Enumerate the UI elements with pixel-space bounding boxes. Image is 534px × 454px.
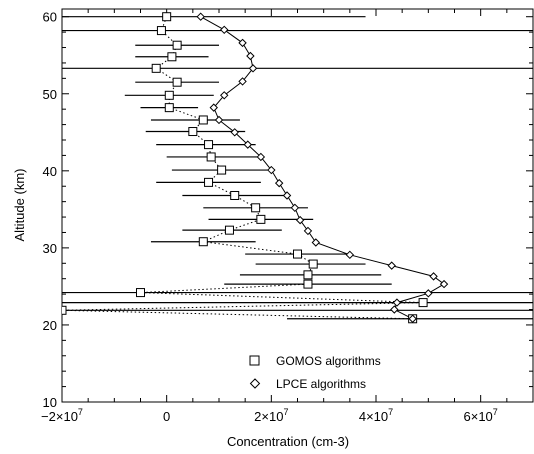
lpce-point-marker xyxy=(220,91,229,100)
gomos-point-marker xyxy=(418,298,428,308)
series-markers xyxy=(62,12,449,324)
lpce-point-marker xyxy=(238,77,247,86)
gomos-point-marker xyxy=(167,52,177,62)
lpce-point-marker xyxy=(238,38,247,48)
x-axis: −2×107 0 2×107 4×107 6×107 xyxy=(41,9,534,424)
gomos-error-bars xyxy=(62,16,533,320)
gomos-point-marker xyxy=(303,270,313,280)
lpce-point-marker xyxy=(408,314,417,323)
lpce-point-marker xyxy=(424,289,433,298)
lpce-point-marker xyxy=(390,305,399,314)
lpce-point-marker xyxy=(246,51,255,61)
series-lines xyxy=(62,16,445,320)
y-tick-label: 20 xyxy=(43,318,57,333)
gomos-point-marker xyxy=(136,288,145,298)
lpce-point-marker xyxy=(387,261,396,270)
lpce-point-marker xyxy=(311,238,321,247)
gomos-point-marker xyxy=(308,259,318,269)
lpce-point-marker xyxy=(220,25,229,35)
gomos-point-marker xyxy=(198,115,208,125)
gomos-point-marker xyxy=(188,127,198,137)
y-tick-label: 50 xyxy=(43,87,57,102)
gomos-point-marker xyxy=(251,203,261,213)
gomos-point-marker xyxy=(204,177,214,187)
y-tick-label: 40 xyxy=(43,164,57,179)
x-tick-label: 4×107 xyxy=(359,407,393,424)
x-tick-label: −2×107 xyxy=(41,407,83,424)
legend-label-gomos: GOMOS algorithms xyxy=(276,354,381,368)
lpce-point-marker xyxy=(439,279,449,289)
gomos-point-marker xyxy=(172,77,182,87)
gomos-point-marker xyxy=(230,190,240,200)
y-tick-label: 60 xyxy=(43,10,57,25)
gomos-point-marker xyxy=(164,90,174,100)
gomos-point-marker xyxy=(303,279,313,289)
gomos-point-marker xyxy=(293,249,302,259)
gomos-series-line xyxy=(62,16,424,320)
lpce-point-marker xyxy=(214,115,224,125)
y-axis-label: Altitude (km) xyxy=(12,169,27,242)
gomos-point-marker xyxy=(156,26,166,36)
lpce-point-marker xyxy=(392,298,402,307)
y-tick-label: 10 xyxy=(43,395,57,410)
lpce-point-marker xyxy=(243,140,252,149)
x-tick-label: 0 xyxy=(163,409,170,424)
x-axis-label: Concentration (cm-3) xyxy=(227,434,349,449)
plot-area xyxy=(62,12,533,324)
gomos-point-marker xyxy=(151,63,161,73)
lpce-point-marker xyxy=(230,128,239,137)
lpce-point-marker xyxy=(256,152,266,162)
lpce-point-marker xyxy=(274,178,284,188)
lpce-point-marker xyxy=(282,191,292,200)
legend-label-lpce: LPCE algorithms xyxy=(276,377,366,391)
lpce-point-marker xyxy=(303,226,313,236)
x-tick-label: 2×107 xyxy=(254,407,288,424)
y-axis: 10 20 30 40 50 60 xyxy=(43,10,533,410)
gomos-point-marker xyxy=(224,225,234,235)
gomos-point-marker xyxy=(62,305,67,315)
x-tick-label: 6×107 xyxy=(464,407,498,424)
gomos-point-marker xyxy=(198,237,208,247)
gomos-point-marker xyxy=(162,12,172,22)
legend-square-marker xyxy=(249,355,260,366)
gomos-point-marker xyxy=(256,214,266,224)
lpce-point-marker xyxy=(196,12,205,21)
lpce-point-marker xyxy=(295,215,305,225)
lpce-point-marker xyxy=(345,250,355,260)
gomos-point-marker xyxy=(204,140,214,150)
gomos-point-marker xyxy=(172,40,182,50)
legend-diamond-marker xyxy=(249,378,261,389)
y-tick-label: 30 xyxy=(43,241,57,256)
gomos-point-marker xyxy=(206,152,216,162)
legend: GOMOS algorithms LPCE algorithms xyxy=(249,354,381,391)
lpce-point-marker xyxy=(429,272,438,281)
lpce-point-marker xyxy=(209,103,218,112)
lpce-point-marker xyxy=(248,64,258,73)
lpce-series-line xyxy=(200,16,445,320)
gomos-point-marker xyxy=(217,165,227,175)
lpce-point-marker xyxy=(267,165,276,175)
gomos-point-marker xyxy=(164,103,174,113)
lpce-point-marker xyxy=(290,203,300,213)
